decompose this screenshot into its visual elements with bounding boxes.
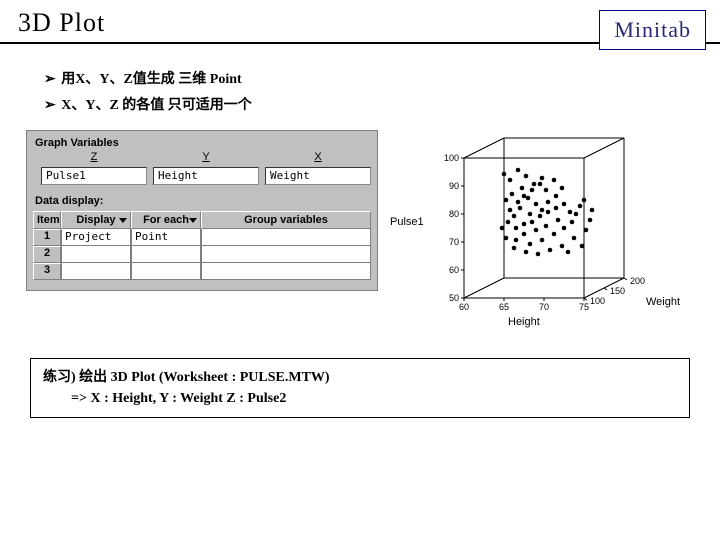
- dialog-section-label: Data display:: [35, 195, 371, 207]
- table-row: 3: [33, 263, 371, 280]
- svg-text:50: 50: [449, 293, 459, 303]
- cell-group[interactable]: [201, 263, 371, 280]
- svg-text:100: 100: [590, 296, 605, 306]
- svg-text:75: 75: [579, 302, 589, 312]
- cell-foreach[interactable]: [131, 246, 201, 263]
- svg-text:80: 80: [449, 209, 459, 219]
- row-index: 1: [33, 229, 61, 246]
- col-display[interactable]: Display: [61, 211, 131, 229]
- col-foreach[interactable]: For each: [131, 211, 201, 229]
- svg-text:70: 70: [449, 237, 459, 247]
- cell-foreach[interactable]: [131, 263, 201, 280]
- table-row: 1ProjectPoint: [33, 229, 371, 246]
- var-header-y: Y: [153, 151, 259, 165]
- y-axis-label: Weight: [646, 296, 680, 308]
- var-header-x: X: [265, 151, 371, 165]
- cell-display[interactable]: Project: [61, 229, 131, 246]
- bullet-item: ➢ X、Y、Z 的各值 只可适用一个: [44, 94, 720, 114]
- svg-text:65: 65: [499, 302, 509, 312]
- graph-variables-dialog: Graph Variables Z Y X Pulse1 Height Weig…: [26, 130, 378, 291]
- cell-foreach[interactable]: Point: [131, 229, 201, 246]
- y-field[interactable]: Height: [153, 167, 259, 185]
- z-field[interactable]: Pulse1: [41, 167, 147, 185]
- cell-display[interactable]: [61, 246, 131, 263]
- x-axis-label: Height: [508, 316, 540, 328]
- z-axis-label: Pulse1: [390, 216, 424, 228]
- svg-text:70: 70: [539, 302, 549, 312]
- chevron-down-icon: [119, 218, 127, 223]
- svg-text:90: 90: [449, 181, 459, 191]
- plot-canvas: 100908070605060657075100150200: [386, 130, 686, 330]
- bullet-text: 用X、Y、Z值生成 三维 Point: [61, 72, 241, 87]
- practice-line: => X : Height, Y : Weight Z : Pulse2: [43, 388, 677, 409]
- svg-text:100: 100: [444, 153, 459, 163]
- page-title: 3D Plot: [18, 8, 105, 38]
- cell-group[interactable]: [201, 229, 371, 246]
- bullet-text: X、Y、Z 的各值 只可适用一个: [61, 98, 252, 113]
- cell-display[interactable]: [61, 263, 131, 280]
- svg-text:60: 60: [449, 265, 459, 275]
- svg-text:200: 200: [630, 276, 645, 286]
- row-index: 2: [33, 246, 61, 263]
- 3d-scatter-plot: 100908070605060657075100150200 Pulse1 He…: [386, 130, 686, 330]
- col-group: Group variables: [201, 211, 371, 229]
- cell-group[interactable]: [201, 246, 371, 263]
- col-item: Item: [33, 211, 61, 229]
- chevron-down-icon: [189, 218, 197, 223]
- bullet-list: ➢ 用X、Y、Z值生成 三维 Point ➢ X、Y、Z 的各值 只可适用一个: [44, 68, 720, 114]
- row-index: 3: [33, 263, 61, 280]
- practice-box: 练习) 绘出 3D Plot (Worksheet : PULSE.MTW) =…: [30, 358, 690, 418]
- var-header-z: Z: [41, 151, 147, 165]
- bullet-item: ➢ 用X、Y、Z值生成 三维 Point: [44, 68, 720, 88]
- dialog-section-label: Graph Variables: [35, 137, 371, 149]
- x-field[interactable]: Weight: [265, 167, 371, 185]
- svg-text:150: 150: [610, 286, 625, 296]
- brand-badge: Minitab: [599, 10, 706, 50]
- svg-text:60: 60: [459, 302, 469, 312]
- table-row: 2: [33, 246, 371, 263]
- practice-line: 练习) 绘出 3D Plot (Worksheet : PULSE.MTW): [43, 367, 677, 388]
